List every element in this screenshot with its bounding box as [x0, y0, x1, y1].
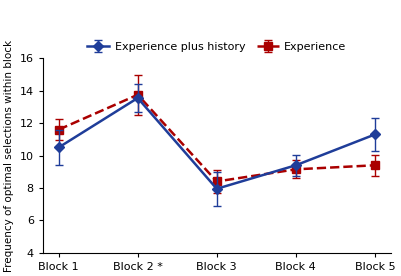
Y-axis label: Frequency of optimal selections within block: Frequency of optimal selections within b…	[4, 39, 14, 272]
Legend: Experience plus history, Experience: Experience plus history, Experience	[83, 38, 351, 56]
